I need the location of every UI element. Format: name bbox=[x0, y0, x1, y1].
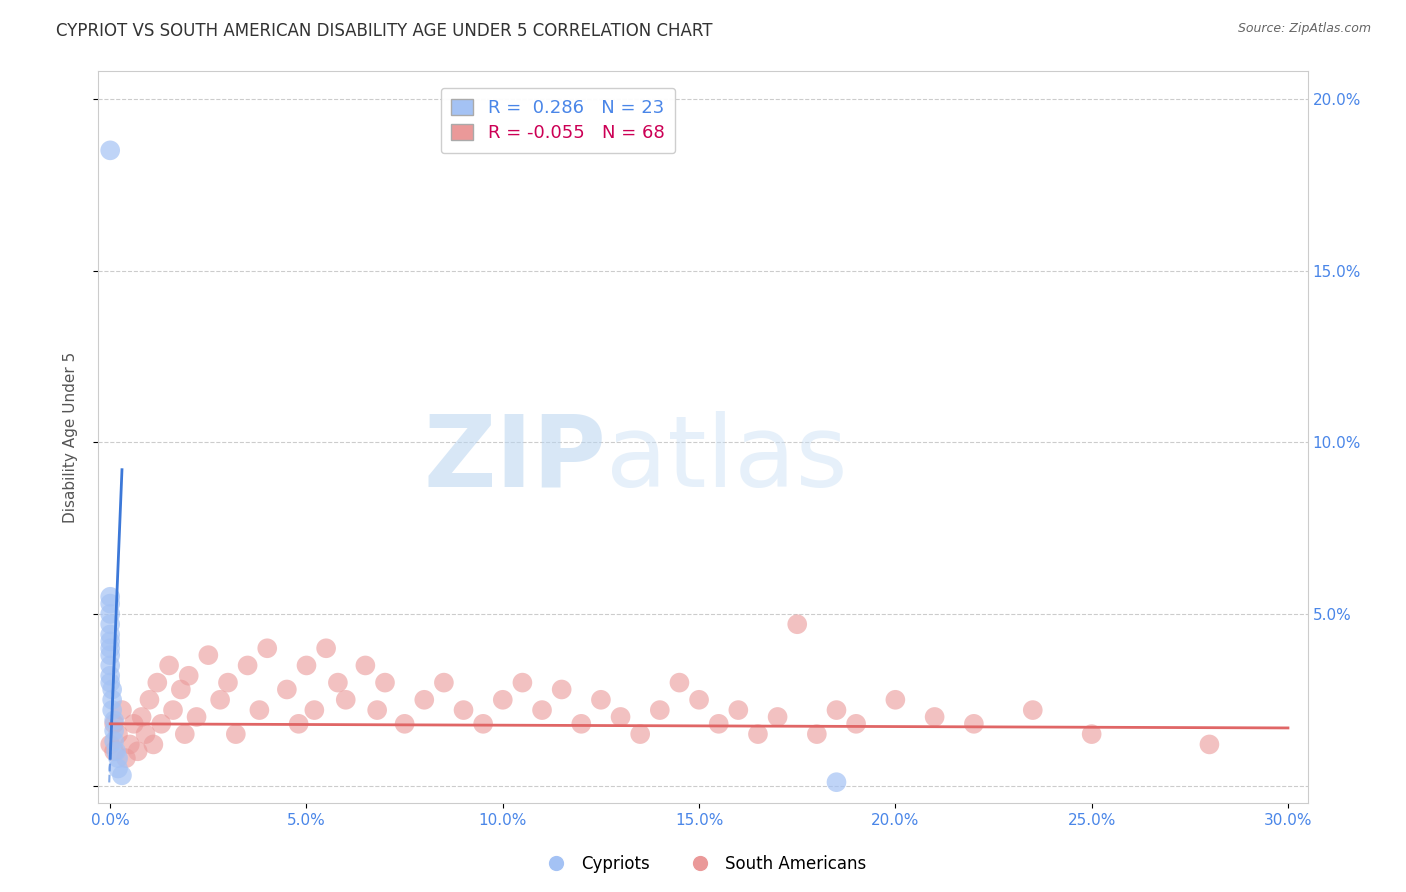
Point bbox=[668, 675, 690, 690]
Point bbox=[472, 716, 495, 731]
Text: CYPRIOT VS SOUTH AMERICAN DISABILITY AGE UNDER 5 CORRELATION CHART: CYPRIOT VS SOUTH AMERICAN DISABILITY AGE… bbox=[56, 22, 713, 40]
Point bbox=[103, 714, 125, 728]
Point bbox=[747, 727, 769, 741]
Point bbox=[628, 727, 651, 741]
Y-axis label: Disability Age Under 5: Disability Age Under 5 bbox=[63, 351, 77, 523]
Legend: R =  0.286   N = 23, R = -0.055   N = 68: R = 0.286 N = 23, R = -0.055 N = 68 bbox=[440, 87, 675, 153]
Point bbox=[589, 693, 612, 707]
Point bbox=[197, 648, 219, 662]
Point bbox=[569, 716, 592, 731]
Point bbox=[225, 727, 247, 741]
Point bbox=[766, 710, 789, 724]
Point bbox=[98, 669, 121, 683]
Point bbox=[707, 716, 730, 731]
Point bbox=[786, 617, 808, 632]
Point bbox=[150, 716, 173, 731]
Point bbox=[127, 744, 149, 758]
Point bbox=[105, 744, 128, 758]
Point bbox=[103, 734, 125, 748]
Point bbox=[374, 675, 396, 690]
Point bbox=[304, 703, 326, 717]
Point bbox=[433, 675, 456, 690]
Legend: Cypriots, South Americans: Cypriots, South Americans bbox=[533, 848, 873, 880]
Point bbox=[135, 727, 157, 741]
Point bbox=[609, 710, 631, 724]
Point bbox=[209, 693, 232, 707]
Point bbox=[122, 716, 145, 731]
Point bbox=[101, 703, 124, 717]
Point bbox=[98, 617, 121, 632]
Point bbox=[98, 675, 121, 690]
Point bbox=[107, 727, 129, 741]
Point bbox=[98, 641, 121, 656]
Point bbox=[98, 597, 121, 611]
Point bbox=[1022, 703, 1045, 717]
Point bbox=[1198, 738, 1220, 752]
Point bbox=[131, 710, 153, 724]
Point bbox=[727, 703, 749, 717]
Point bbox=[825, 775, 848, 789]
Point bbox=[1080, 727, 1102, 741]
Point bbox=[963, 716, 986, 731]
Point bbox=[107, 762, 129, 776]
Point bbox=[98, 627, 121, 641]
Point bbox=[295, 658, 318, 673]
Point bbox=[111, 703, 134, 717]
Point bbox=[103, 723, 125, 738]
Point bbox=[98, 658, 121, 673]
Point bbox=[177, 669, 200, 683]
Point bbox=[512, 675, 534, 690]
Point bbox=[146, 675, 169, 690]
Point bbox=[162, 703, 184, 717]
Point bbox=[845, 716, 868, 731]
Text: Source: ZipAtlas.com: Source: ZipAtlas.com bbox=[1237, 22, 1371, 36]
Point bbox=[550, 682, 572, 697]
Point bbox=[157, 658, 180, 673]
Point bbox=[394, 716, 416, 731]
Point bbox=[98, 144, 121, 158]
Point bbox=[247, 703, 270, 717]
Point bbox=[413, 693, 436, 707]
Point bbox=[98, 590, 121, 604]
Point bbox=[107, 751, 129, 765]
Point bbox=[217, 675, 239, 690]
Point bbox=[236, 658, 259, 673]
Point bbox=[98, 738, 121, 752]
Point bbox=[256, 641, 278, 656]
Point bbox=[98, 648, 121, 662]
Point bbox=[688, 693, 710, 707]
Point bbox=[138, 693, 160, 707]
Point bbox=[111, 768, 134, 782]
Point bbox=[101, 682, 124, 697]
Text: atlas: atlas bbox=[606, 410, 848, 508]
Point bbox=[98, 607, 121, 621]
Point bbox=[142, 738, 165, 752]
Point bbox=[453, 703, 475, 717]
Point bbox=[354, 658, 377, 673]
Point bbox=[287, 716, 309, 731]
Point bbox=[648, 703, 671, 717]
Point bbox=[98, 634, 121, 648]
Point bbox=[531, 703, 554, 717]
Point bbox=[366, 703, 388, 717]
Point bbox=[173, 727, 195, 741]
Text: ZIP: ZIP bbox=[423, 410, 606, 508]
Point bbox=[315, 641, 337, 656]
Point bbox=[170, 682, 193, 697]
Point bbox=[103, 744, 125, 758]
Point bbox=[825, 703, 848, 717]
Point bbox=[335, 693, 357, 707]
Point bbox=[492, 693, 515, 707]
Point bbox=[103, 716, 125, 731]
Point bbox=[924, 710, 946, 724]
Point bbox=[101, 693, 124, 707]
Point bbox=[186, 710, 208, 724]
Point bbox=[326, 675, 349, 690]
Point bbox=[115, 751, 138, 765]
Point bbox=[276, 682, 298, 697]
Point bbox=[118, 738, 141, 752]
Point bbox=[806, 727, 828, 741]
Point bbox=[884, 693, 907, 707]
